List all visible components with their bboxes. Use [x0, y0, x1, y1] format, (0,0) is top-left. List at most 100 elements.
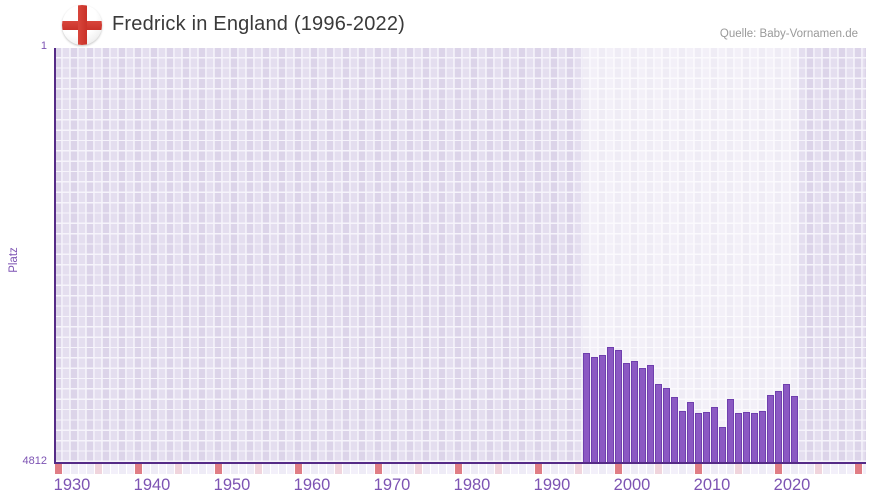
- bar-2016[interactable]: [743, 411, 751, 462]
- strip-cell-1988: [519, 464, 526, 474]
- x-tick-2000: 2000: [613, 476, 651, 494]
- strip-cell-1955: [255, 464, 262, 474]
- x-tick-1980: 1980: [453, 476, 491, 494]
- strip-cell-2013: [719, 464, 726, 474]
- bar-2015[interactable]: [735, 413, 743, 462]
- strip-cell-2023: [799, 464, 806, 474]
- strip-cell-1968: [359, 464, 366, 474]
- strip-cell-1944: [167, 464, 174, 474]
- bar-2017[interactable]: [751, 412, 759, 462]
- strip-cell-2002: [631, 464, 638, 474]
- x-tick-1990: 1990: [533, 476, 571, 494]
- bar-2021[interactable]: [783, 384, 791, 462]
- strip-cell-1964: [327, 464, 334, 474]
- bar-2008[interactable]: [679, 411, 687, 462]
- strip-cell-1994: [567, 464, 574, 474]
- bar-2020[interactable]: [775, 390, 783, 462]
- source-credit: Quelle: Baby-Vornamen.de: [719, 28, 858, 40]
- bar-1998[interactable]: [599, 355, 607, 462]
- year-strip: [55, 464, 866, 474]
- strip-cell-1942: [151, 464, 158, 474]
- x-tick-1950: 1950: [213, 476, 251, 494]
- strip-cell-1978: [439, 464, 446, 474]
- strip-cell-2004: [647, 464, 654, 474]
- strip-cell-1981: [463, 464, 470, 474]
- strip-cell-1937: [111, 464, 118, 474]
- strip-cell-1931: [63, 464, 70, 474]
- x-tick-2020: 2020: [773, 476, 811, 494]
- bar-2013[interactable]: [719, 427, 727, 462]
- strip-cell-1991: [543, 464, 550, 474]
- bar-2000[interactable]: [615, 349, 623, 462]
- strip-cell-1976: [423, 464, 430, 474]
- strip-cell-2027: [831, 464, 838, 474]
- strip-cell-1945: [175, 464, 182, 474]
- strip-cell-2031: [863, 464, 866, 474]
- strip-cell-1946: [183, 464, 190, 474]
- bar-2012[interactable]: [711, 407, 719, 462]
- flag-cross-vertical: [77, 5, 87, 45]
- bar-2001[interactable]: [623, 363, 631, 462]
- bar-2004[interactable]: [647, 365, 655, 462]
- strip-cell-2010: [695, 464, 702, 474]
- strip-cell-2000: [615, 464, 622, 474]
- bar-2011[interactable]: [703, 411, 711, 462]
- bar-2003[interactable]: [639, 367, 647, 462]
- bar-1996[interactable]: [583, 353, 591, 462]
- bar-2006[interactable]: [663, 387, 671, 462]
- strip-cell-1933: [79, 464, 86, 474]
- strip-cell-1986: [503, 464, 510, 474]
- strip-cell-1935: [95, 464, 102, 474]
- strip-cell-1934: [87, 464, 94, 474]
- strip-cell-1941: [143, 464, 150, 474]
- strip-cell-1930: [55, 464, 62, 474]
- x-axis-labels: 1930 1940 1950 1960 1970 1980 1990 2000 2010 2020: [0, 476, 873, 498]
- strip-cell-2015: [735, 464, 742, 474]
- strip-cell-2007: [671, 464, 678, 474]
- bar-2010[interactable]: [695, 413, 703, 462]
- strip-cell-1938: [119, 464, 126, 474]
- strip-cell-1954: [247, 464, 254, 474]
- strip-cell-1957: [271, 464, 278, 474]
- strip-cell-1980: [455, 464, 462, 474]
- strip-cell-1969: [367, 464, 374, 474]
- strip-cell-2012: [711, 464, 718, 474]
- strip-cell-2005: [655, 464, 662, 474]
- x-tick-1970: 1970: [373, 476, 411, 494]
- strip-cell-1973: [399, 464, 406, 474]
- strip-cell-1952: [231, 464, 238, 474]
- strip-cell-2026: [823, 464, 830, 474]
- bar-2007[interactable]: [671, 396, 679, 462]
- strip-cell-1997: [591, 464, 598, 474]
- strip-cell-1989: [527, 464, 534, 474]
- strip-cell-2030: [855, 464, 862, 474]
- strip-cell-2018: [759, 464, 766, 474]
- strip-cell-2003: [639, 464, 646, 474]
- strip-cell-1932: [71, 464, 78, 474]
- strip-cell-2028: [839, 464, 846, 474]
- strip-cell-1967: [351, 464, 358, 474]
- strip-cell-1948: [199, 464, 206, 474]
- y-axis-max-label: 1: [40, 40, 47, 52]
- bar-1997[interactable]: [591, 356, 599, 462]
- strip-cell-1984: [487, 464, 494, 474]
- bar-2019[interactable]: [767, 395, 775, 462]
- bar-1999[interactable]: [607, 347, 615, 462]
- bar-2022[interactable]: [791, 396, 799, 462]
- strip-cell-1983: [479, 464, 486, 474]
- bar-2005[interactable]: [655, 384, 663, 462]
- strip-cell-2024: [807, 464, 814, 474]
- strip-cell-1987: [511, 464, 518, 474]
- bar-2014[interactable]: [727, 399, 735, 462]
- y-axis-title: Platz: [8, 247, 20, 273]
- bar-2002[interactable]: [631, 361, 639, 462]
- strip-cell-1993: [559, 464, 566, 474]
- england-flag-icon: [62, 5, 102, 45]
- bar-2009[interactable]: [687, 402, 695, 462]
- strip-cell-2029: [847, 464, 854, 474]
- strip-cell-2016: [743, 464, 750, 474]
- strip-cell-1951: [223, 464, 230, 474]
- bar-2018[interactable]: [759, 410, 767, 462]
- strip-cell-1972: [391, 464, 398, 474]
